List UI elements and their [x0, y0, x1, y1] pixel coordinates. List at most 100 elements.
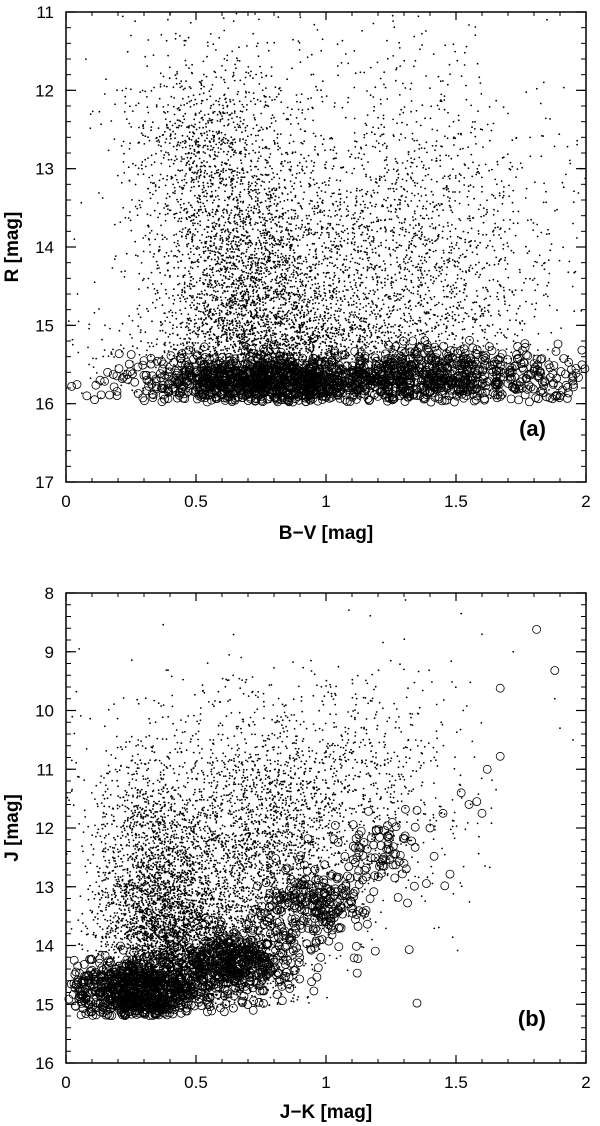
panel-a-dot-point-1489 — [220, 311, 223, 313]
panel-a-dot-point-1166 — [288, 238, 291, 241]
panel-a-dot-point-3990 — [89, 377, 92, 380]
panel-a-dot-point-3673 — [299, 351, 301, 354]
panel-a-dot-point-3933 — [340, 358, 342, 361]
panel-a-dot-point-4785 — [548, 304, 551, 307]
panel-a-dot-point-1733 — [318, 290, 321, 293]
panel-a-dot-point-3524 — [172, 355, 175, 357]
panel-a-dot-point-689 — [293, 269, 295, 272]
panel-a-dot-point-612 — [318, 293, 320, 296]
panel-a-dot-point-2602 — [280, 153, 283, 156]
panel-a-dot-point-1504 — [237, 340, 240, 342]
panel-a-dot-point-1618 — [234, 351, 237, 354]
panel-a-dot-point-854 — [208, 337, 211, 340]
panel-a-dot-point-434 — [180, 198, 182, 201]
panel-a-dot-point-4028 — [131, 319, 134, 322]
panel-a-dot-point-1169 — [241, 290, 244, 293]
panel-a-dot-point-2844 — [200, 165, 203, 168]
panel-a-dot-point-831 — [293, 285, 296, 288]
panel-a-dot-point-1903 — [172, 294, 174, 297]
panel-a-dot-point-4446 — [317, 328, 320, 330]
panel-a-dot-point-4889 — [447, 225, 449, 227]
panel-a-dot-point-2987 — [208, 213, 211, 215]
panel-a-dot-point-3965 — [384, 324, 387, 327]
panel-a-dot-point-3126 — [144, 90, 147, 93]
panel-a-dot-point-3653 — [266, 340, 269, 343]
panel-a-dot-point-2003 — [320, 262, 323, 265]
panel-a-dot-point-573 — [140, 262, 143, 264]
panel-a-dot-point-1913 — [236, 171, 239, 174]
panel-a-dot-point-2856 — [195, 102, 198, 105]
panel-a-dot-point-1100 — [313, 210, 315, 213]
panel-a-dot-point-1553 — [246, 277, 249, 279]
panel-a-dot-point-2819 — [189, 147, 192, 150]
panel-a-dot-point-358 — [147, 277, 150, 280]
panel-a-dot-point-351 — [260, 316, 263, 319]
panel-a-dot-point-2496 — [218, 225, 221, 228]
panel-a-dot-point-2634 — [151, 301, 154, 304]
panel-a-dot-point-1163 — [274, 264, 277, 267]
panel-a-dot-point-1312 — [270, 327, 272, 329]
panel-a-dot-point-4614 — [407, 307, 410, 310]
panel-a-dot-point-2072 — [297, 274, 299, 276]
panel-a-dot-point-718 — [265, 323, 268, 326]
panel-a-dot-point-4813 — [336, 299, 339, 302]
panel-a-dot-point-2066 — [305, 284, 308, 286]
panel-a-dot-point-497 — [204, 339, 207, 342]
panel-a-dot-point-4329 — [298, 342, 301, 345]
panel-a-dot-point-3171 — [172, 191, 175, 194]
panel-a-dot-point-1899 — [215, 295, 218, 298]
panel-a-dot-point-740 — [284, 211, 287, 214]
panel-a-dot-point-2176 — [281, 289, 283, 292]
panel-a-dot-point-1715 — [195, 322, 198, 325]
panel-a-dot-point-4418 — [196, 371, 199, 374]
panel-a-dot-point-1191 — [273, 203, 276, 205]
panel-a-dot-point-2778 — [244, 129, 247, 132]
panel-a-dot-point-101 — [218, 309, 221, 312]
panel-a-dot-point-698 — [317, 282, 319, 285]
panel-a-dot-point-1530 — [237, 267, 239, 270]
panel-a-dot-point-3100 — [183, 118, 186, 121]
panel-a-dot-point-4550 — [445, 273, 448, 276]
panel-a-dot-point-3534 — [180, 326, 183, 329]
panel-a-dot-point-2203 — [254, 118, 256, 121]
panel-a-dot-point-2618 — [185, 217, 188, 219]
panel-a-dot-point-2639 — [188, 228, 191, 231]
panel-a-dot-point-2953 — [155, 136, 158, 139]
panel-a-dot-point-4826 — [311, 283, 314, 286]
panel-a-dot-point-4199 — [95, 372, 98, 374]
panel-a-dot-point-2112 — [238, 193, 241, 196]
panel-a-dot-point-1371 — [193, 234, 196, 237]
panel-a-dot-point-2793 — [209, 195, 212, 198]
panel-a-dot-point-3669 — [321, 299, 323, 302]
panel-a-dot-point-474 — [325, 307, 328, 310]
panel-a-dot-point-1185 — [298, 172, 301, 174]
panel-a-dot-point-4024 — [337, 333, 340, 336]
panel-a-dot-point-1310 — [344, 298, 346, 300]
panel-a-dot-point-693 — [198, 279, 201, 282]
panel-a-dot-point-553 — [271, 246, 274, 249]
panel-a-dot-point-2855 — [206, 145, 209, 148]
panel-a-dot-point-2746 — [203, 85, 205, 88]
panel-a-dot-point-3477 — [422, 337, 425, 340]
panel-a-dot-point-4651 — [417, 193, 420, 195]
panel-a-dot-point-2751 — [215, 143, 218, 146]
panel-a-dot-point-3803 — [306, 305, 309, 308]
panel-a-dot-point-1234 — [247, 264, 249, 267]
panel-a-dot-point-3053 — [204, 144, 207, 147]
panel-a-dot-point-2429 — [210, 104, 213, 107]
panel-a-dot-point-4905 — [379, 135, 382, 138]
panel-a-dot-point-2684 — [173, 159, 176, 162]
panel-a-dot-point-635 — [198, 296, 201, 299]
panel-a-dot-point-3188 — [203, 132, 206, 135]
panel-a-dot-point-3035 — [185, 235, 187, 238]
panel-a-dot-point-3911 — [220, 341, 223, 344]
panel-a-dot-point-2441 — [233, 138, 236, 141]
panel-a-dot-point-3032 — [268, 96, 271, 98]
panel-a-dot-point-2860 — [179, 35, 181, 37]
panel-a-dot-point-3190 — [228, 196, 230, 199]
panel-a-dot-point-1875 — [232, 334, 235, 336]
panel-a-dot-point-1678 — [314, 135, 317, 138]
panel-a-dot-point-4860 — [409, 315, 412, 318]
panel-a-dot-point-1967 — [256, 271, 259, 274]
